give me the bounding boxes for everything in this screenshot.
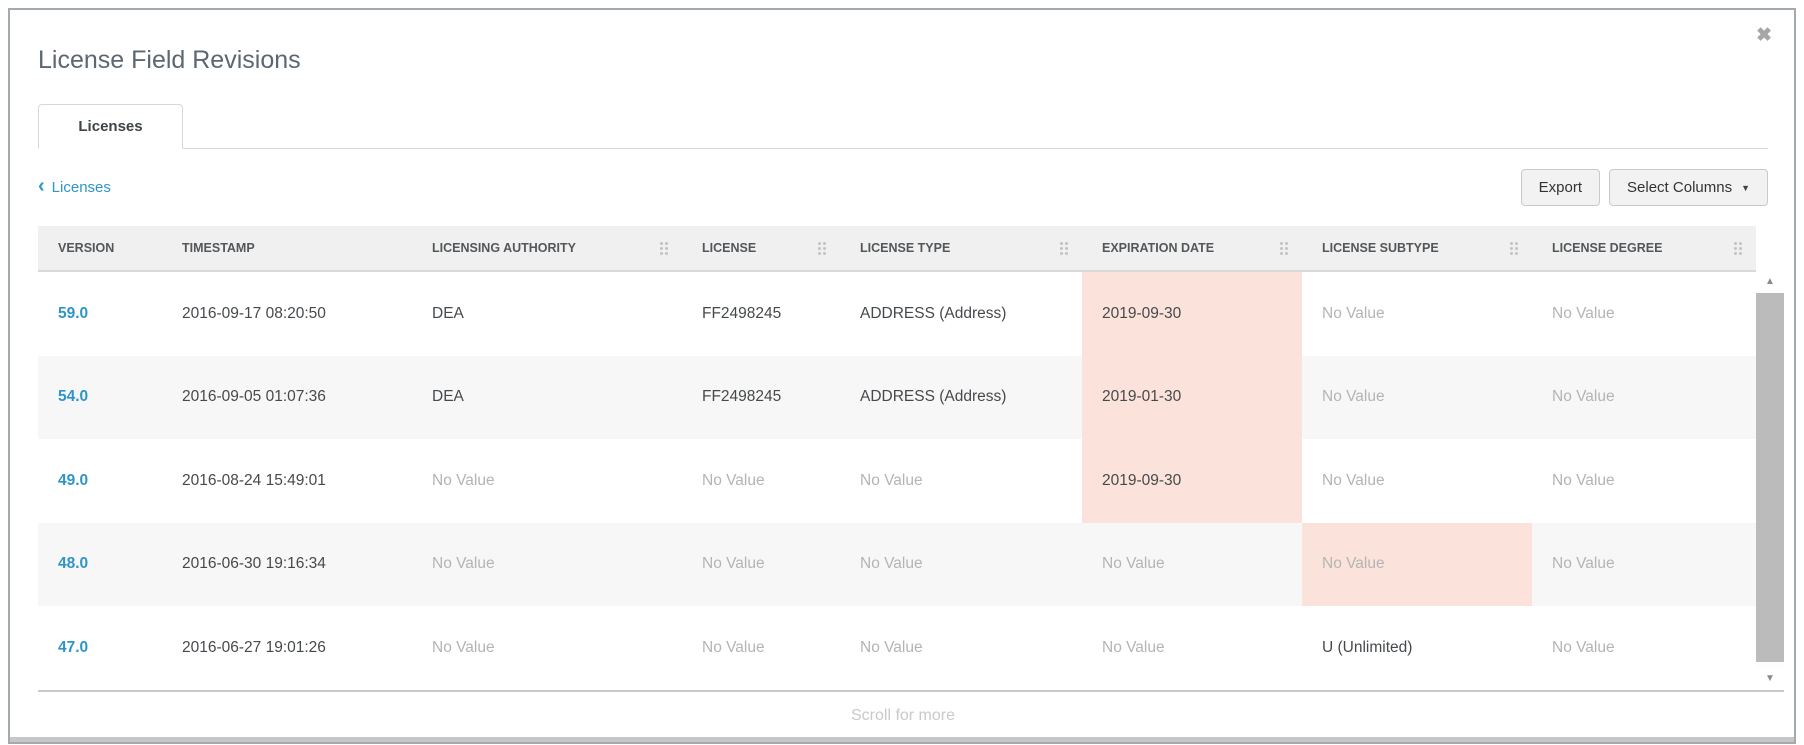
- table-cell-license: FF2498245: [702, 304, 782, 322]
- chevron-down-icon: ▼: [1741, 182, 1750, 193]
- table-cell-licensing-authority: DEA: [412, 355, 682, 439]
- table-cell-license-degree: No Value: [1532, 522, 1756, 606]
- column-header-license-type[interactable]: LICENSE TYPE: [840, 226, 1082, 272]
- table-cell-timestamp: 2016-06-30 19:16:34: [162, 522, 412, 606]
- drag-handle-icon[interactable]: [818, 241, 826, 255]
- table-row: 49.0 2016-08-24 15:49:01 No Value No Value N…: [38, 439, 1756, 523]
- back-link-licenses[interactable]: ‹ Licenses: [38, 175, 111, 197]
- scroll-for-more-hint: Scroll for more: [850, 706, 956, 724]
- table-cell-expiration-date: No Value: [1082, 522, 1302, 606]
- table-cell-timestamp: 2016-08-24 15:49:01: [182, 471, 326, 489]
- table-cell-license-subtype: No Value: [1322, 304, 1385, 322]
- column-header-label: TIMESTAMP: [182, 241, 255, 255]
- select-columns-label: Select Columns: [1627, 179, 1733, 196]
- column-header-licensing-authority[interactable]: LICENSING AUTHORITY: [412, 226, 682, 272]
- table-cell-version: 54.0: [38, 355, 162, 439]
- table-cell-license-degree: No Value: [1552, 304, 1615, 322]
- dialog-bottom-edge: [10, 737, 1794, 742]
- revisions-table-container: VERSION TIMESTAMP LICENSING AUTHORITY LICEN…: [38, 226, 1784, 692]
- toolbar-buttons: Export Select Columns ▼: [1520, 169, 1768, 206]
- license-field-revisions-dialog: ✖ License Field Revisions Licenses ‹ Lic…: [8, 8, 1796, 744]
- chevron-left-icon: ‹: [38, 175, 45, 197]
- table-cell-licensing-authority: No Value: [412, 522, 682, 606]
- table-cell-timestamp: 2016-06-27 19:01:26: [182, 638, 326, 656]
- drag-handle-icon[interactable]: [1060, 241, 1068, 255]
- table-cell-version: 49.0: [38, 439, 162, 523]
- table-cell-license-subtype: U (Unlimited): [1322, 638, 1413, 656]
- drag-handle-icon[interactable]: [660, 241, 668, 255]
- table-cell-version: 48.0: [38, 522, 162, 606]
- scroll-up-button[interactable]: ▲: [1756, 270, 1784, 293]
- table-row: 47.0 2016-06-27 19:01:26 No Value No Value N…: [38, 606, 1756, 690]
- column-header-label: LICENSE TYPE: [860, 241, 951, 255]
- table-cell-expiration-date: 2019-09-30: [1082, 271, 1302, 356]
- column-header-version[interactable]: VERSION: [38, 226, 162, 272]
- table-cell-license-type: No Value: [860, 638, 923, 656]
- table-row: 54.0 2016-09-05 01:07:36 DEA FF2498245 ADDRE…: [38, 355, 1756, 439]
- table-header-row: VERSION TIMESTAMP LICENSING AUTHORITY LICEN…: [38, 226, 1756, 272]
- table-cell-license-degree: No Value: [1532, 355, 1756, 439]
- version-link[interactable]: 59.0: [58, 304, 89, 322]
- table-cell-license-type: ADDRESS (Address): [840, 355, 1082, 439]
- dialog-content: License Field Revisions Licenses ‹ Licen…: [10, 46, 1794, 725]
- column-header-label: LICENSING AUTHORITY: [432, 241, 576, 255]
- table-cell-license: FF2498245: [682, 355, 840, 439]
- table-cell-license-subtype: No Value: [1302, 355, 1532, 439]
- column-header-label: LICENSE: [702, 241, 757, 255]
- dialog-title: License Field Revisions: [38, 46, 301, 74]
- version-link[interactable]: 49.0: [58, 471, 89, 489]
- table-row: 48.0 2016-06-30 19:16:34 No Value No Value N…: [38, 522, 1756, 606]
- version-link[interactable]: 48.0: [58, 555, 89, 573]
- table-row: 59.0 2016-09-17 08:20:50 DEA FF2498245 ADDRE…: [38, 271, 1756, 356]
- tab-bar: Licenses: [38, 104, 1768, 149]
- scroll-thumb[interactable]: [1756, 293, 1784, 662]
- scrollbar-track[interactable]: [1756, 293, 1784, 667]
- column-header-license-degree[interactable]: LICENSE DEGREE: [1532, 226, 1756, 272]
- drag-handle-icon[interactable]: [1734, 241, 1742, 255]
- table-cell-licensing-authority: DEA: [432, 304, 464, 322]
- table-cell-licensing-authority: No Value: [432, 471, 495, 489]
- table-cell-version: 47.0: [38, 606, 162, 690]
- column-header-license-subtype[interactable]: LICENSE SUBTYPE: [1302, 226, 1532, 272]
- table-cell-license-degree: No Value: [1552, 638, 1615, 656]
- select-columns-button[interactable]: Select Columns ▼: [1609, 169, 1768, 206]
- version-link[interactable]: 47.0: [58, 638, 89, 656]
- vertical-scrollbar[interactable]: ▲ ▼: [1756, 226, 1784, 690]
- table-cell-license-type: ADDRESS (Address): [860, 304, 1007, 322]
- table-cell-license: No Value: [702, 471, 765, 489]
- version-link[interactable]: 54.0: [58, 388, 89, 406]
- table-cell-expiration-date: 2019-09-30: [1082, 439, 1302, 523]
- table-cell-expiration-date: No Value: [1102, 638, 1165, 656]
- back-link-label: Licenses: [51, 179, 111, 196]
- drag-handle-icon[interactable]: [1280, 241, 1288, 255]
- table-cell-expiration-date: 2019-01-30: [1082, 355, 1302, 439]
- table-cell-license-subtype: No Value: [1322, 471, 1385, 489]
- export-button[interactable]: Export: [1520, 169, 1601, 206]
- table-cell-license: No Value: [702, 638, 765, 656]
- column-header-timestamp[interactable]: TIMESTAMP: [162, 226, 412, 272]
- scroll-down-button[interactable]: ▼: [1756, 666, 1784, 690]
- drag-handle-icon[interactable]: [1510, 241, 1518, 255]
- close-icon[interactable]: ✖: [1756, 25, 1772, 46]
- table-cell-license-type: No Value: [840, 522, 1082, 606]
- column-header-label: VERSION: [58, 241, 115, 255]
- column-header-label: EXPIRATION DATE: [1102, 241, 1215, 255]
- tab-licenses[interactable]: Licenses: [38, 104, 183, 149]
- table-cell-license-type: No Value: [860, 471, 923, 489]
- export-button-label: Export: [1538, 179, 1583, 196]
- column-header-license[interactable]: LICENSE: [682, 226, 840, 272]
- table-cell-timestamp: 2016-09-05 01:07:36: [162, 355, 412, 439]
- table-cell-license-degree: No Value: [1552, 471, 1615, 489]
- table-cell-timestamp: 2016-09-17 08:20:50: [182, 304, 326, 322]
- toolbar: ‹ Licenses Export Select Columns ▼: [38, 169, 1768, 206]
- table-cell-license: No Value: [682, 522, 840, 606]
- revisions-table: VERSION TIMESTAMP LICENSING AUTHORITY LICEN…: [38, 226, 1756, 690]
- column-header-expiration-date[interactable]: EXPIRATION DATE: [1082, 226, 1302, 272]
- column-header-label: LICENSE SUBTYPE: [1322, 241, 1439, 255]
- table-cell-licensing-authority: No Value: [432, 638, 495, 656]
- column-header-label: LICENSE DEGREE: [1552, 241, 1663, 255]
- table-cell-license-subtype: No Value: [1302, 522, 1532, 606]
- table-cell-version: 59.0: [38, 271, 162, 356]
